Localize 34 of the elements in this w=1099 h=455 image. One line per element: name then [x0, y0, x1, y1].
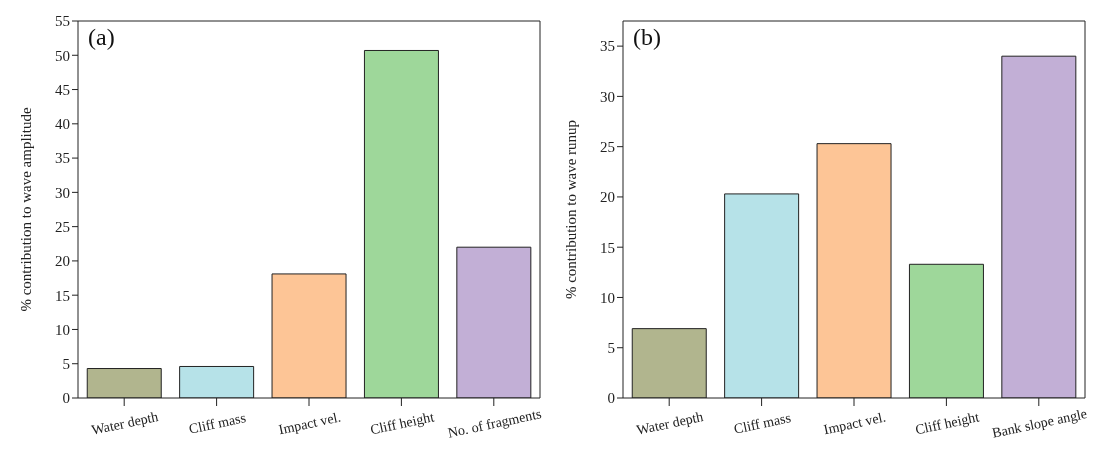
y-tick-label: 5	[62, 356, 70, 373]
y-axis-title: % contribution to wave runup	[563, 119, 580, 300]
y-tick-label: 0	[62, 390, 70, 407]
y-tick-label: 5	[607, 340, 615, 357]
y-axis-title: % contribution to wave amplitude	[18, 107, 35, 312]
y-tick-label: 25	[55, 218, 70, 235]
x-tick-label: Water depth	[635, 409, 705, 438]
y-tick-label: 50	[55, 47, 70, 64]
x-tick-label: Impact vel.	[277, 409, 343, 438]
y-tick-label: 35	[600, 38, 615, 55]
y-tick-label: 10	[55, 321, 70, 338]
y-tick-label: 10	[600, 289, 615, 306]
y-tick-label: 35	[55, 150, 70, 167]
annotation: (a)	[88, 24, 115, 51]
y-tick-label: 20	[55, 253, 70, 270]
y-tick-label: 55	[55, 13, 70, 30]
y-tick-label: 25	[600, 138, 615, 155]
x-tick-label: Cliff height	[913, 409, 981, 438]
y-tick-label: 15	[600, 239, 615, 256]
y-tick-label: 30	[600, 88, 615, 105]
y-tick-label: 20	[600, 189, 615, 206]
x-tick-label: Cliff mass	[732, 410, 793, 437]
y-tick-label: 0	[607, 390, 615, 407]
annotation: (b)	[633, 24, 661, 51]
x-tick-label: Cliff height	[368, 409, 436, 438]
y-tick-label: 40	[55, 116, 70, 133]
x-tick-label: No. of fragments	[446, 406, 543, 441]
x-tick-label: Cliff mass	[187, 410, 248, 437]
x-tick-label: Bank slope angle	[990, 406, 1089, 441]
x-tick-label: Impact vel.	[822, 409, 888, 438]
x-tick-label: Water depth	[90, 409, 160, 438]
y-tick-label: 30	[55, 184, 70, 201]
y-tick-label: 45	[55, 81, 70, 98]
y-tick-label: 15	[55, 287, 70, 304]
